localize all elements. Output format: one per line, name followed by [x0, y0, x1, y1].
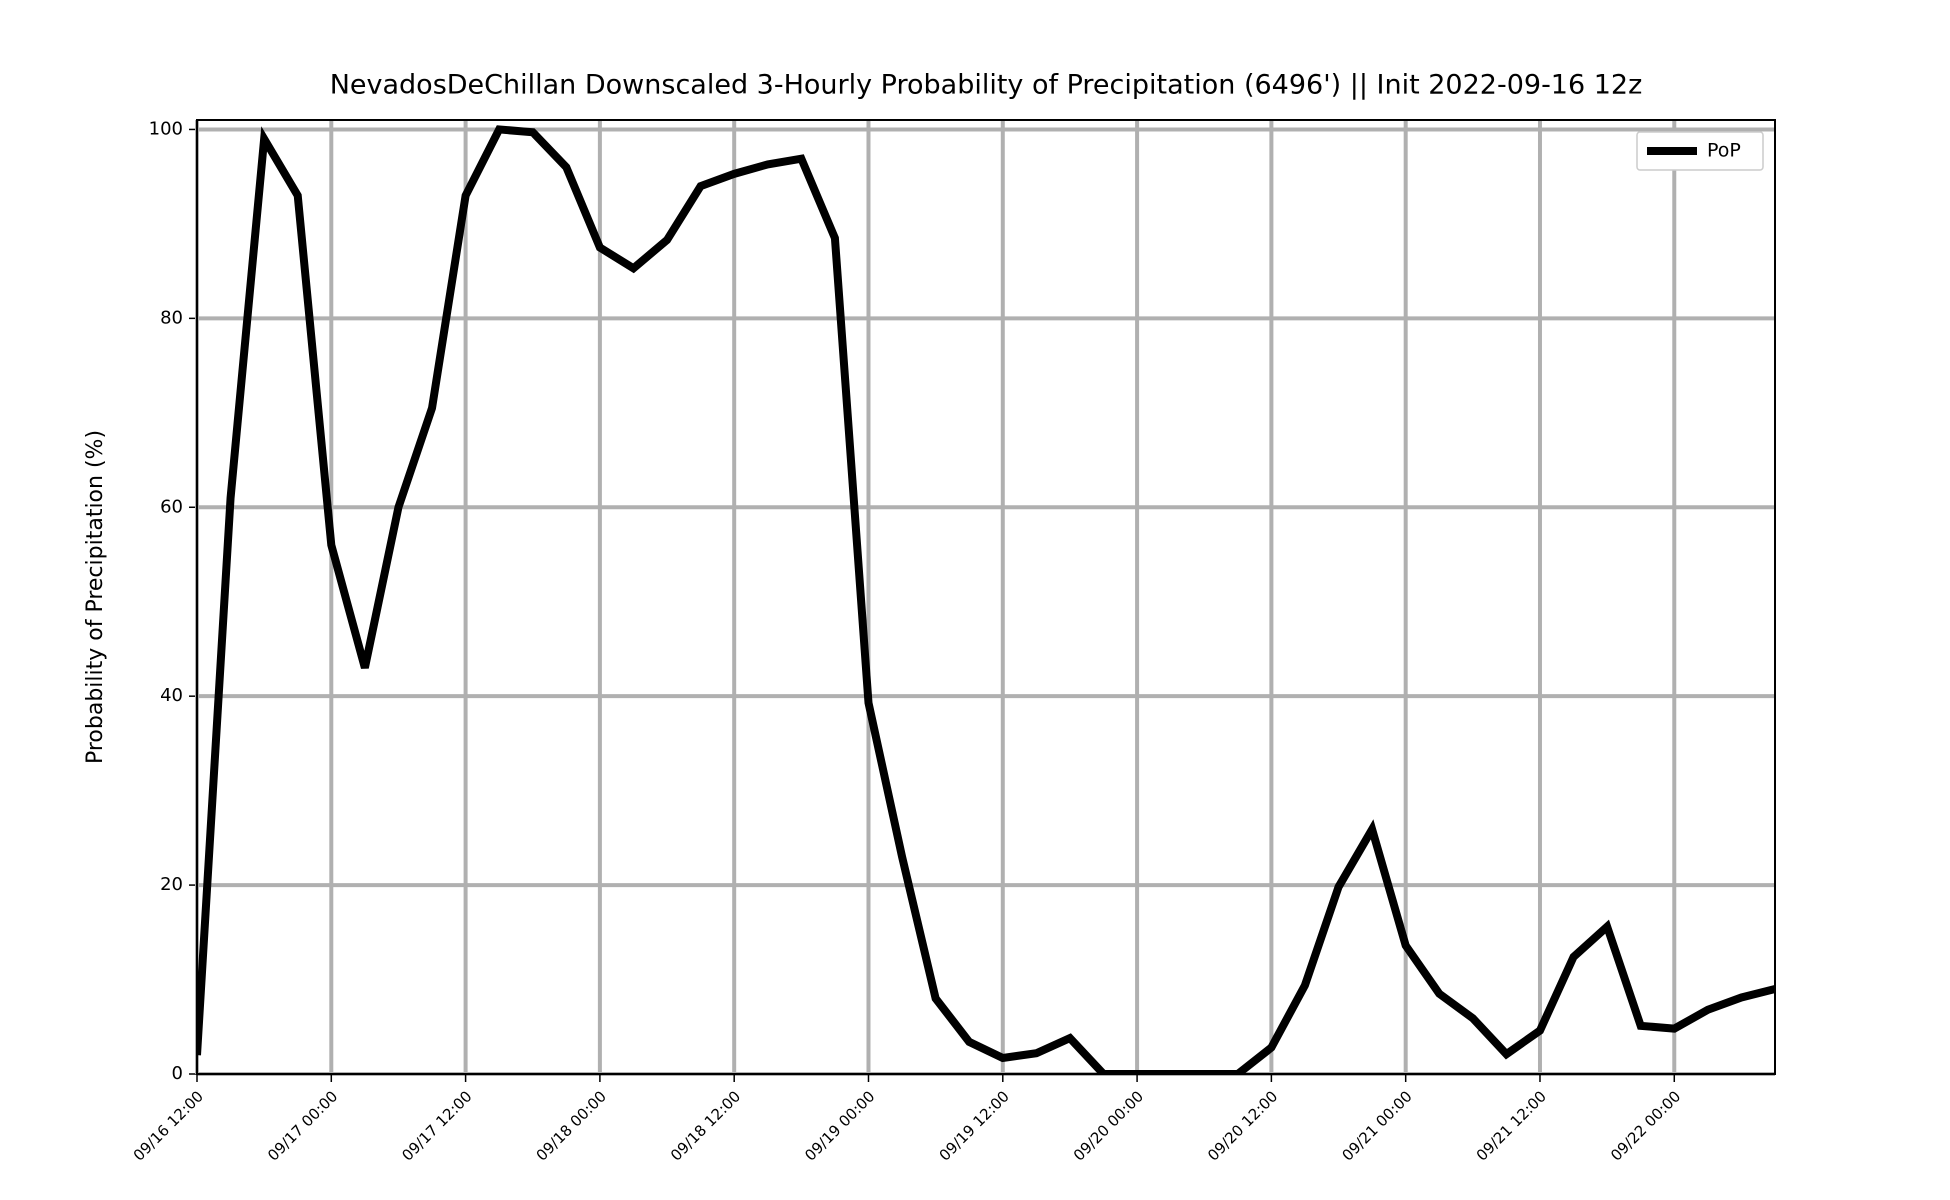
x-tick-label: 09/18 00:00 — [533, 1087, 610, 1164]
legend-box — [1636, 131, 1764, 171]
x-tick-label: 09/20 12:00 — [1204, 1087, 1281, 1164]
y-tick-label: 0 — [172, 1063, 183, 1084]
x-tick-label: 09/21 00:00 — [1338, 1087, 1415, 1164]
x-tick-label: 09/18 12:00 — [667, 1087, 744, 1164]
y-tick-label: 100 — [149, 118, 183, 139]
y-axis-label: Probability of Precipitation (%) — [83, 430, 108, 764]
plot — [197, 125, 1775, 1074]
x-tick-label: 09/16 12:00 — [130, 1087, 207, 1164]
x-tick-label: 09/19 00:00 — [801, 1087, 878, 1164]
chart-title: NevadosDeChillan Downscaled 3-Hourly Pro… — [330, 70, 1643, 101]
y-tick-label: 60 — [160, 496, 183, 517]
series-line — [197, 125, 1775, 1074]
y-tick-label: 40 — [160, 685, 183, 706]
x-tick-label: 09/22 00:00 — [1607, 1087, 1684, 1164]
y-tick-label: 20 — [160, 874, 183, 895]
x-tick-label: 09/20 00:00 — [1070, 1087, 1147, 1164]
x-tick-label: 09/21 12:00 — [1473, 1087, 1550, 1164]
x-tick-label: 09/17 00:00 — [264, 1087, 341, 1164]
y-tick-label: 80 — [160, 307, 183, 328]
legend-label: PoP — [1707, 140, 1741, 162]
axes-frame — [196, 119, 1776, 1075]
x-tick-label: 09/19 12:00 — [936, 1087, 1013, 1164]
x-tick-label: 09/17 12:00 — [398, 1087, 475, 1164]
